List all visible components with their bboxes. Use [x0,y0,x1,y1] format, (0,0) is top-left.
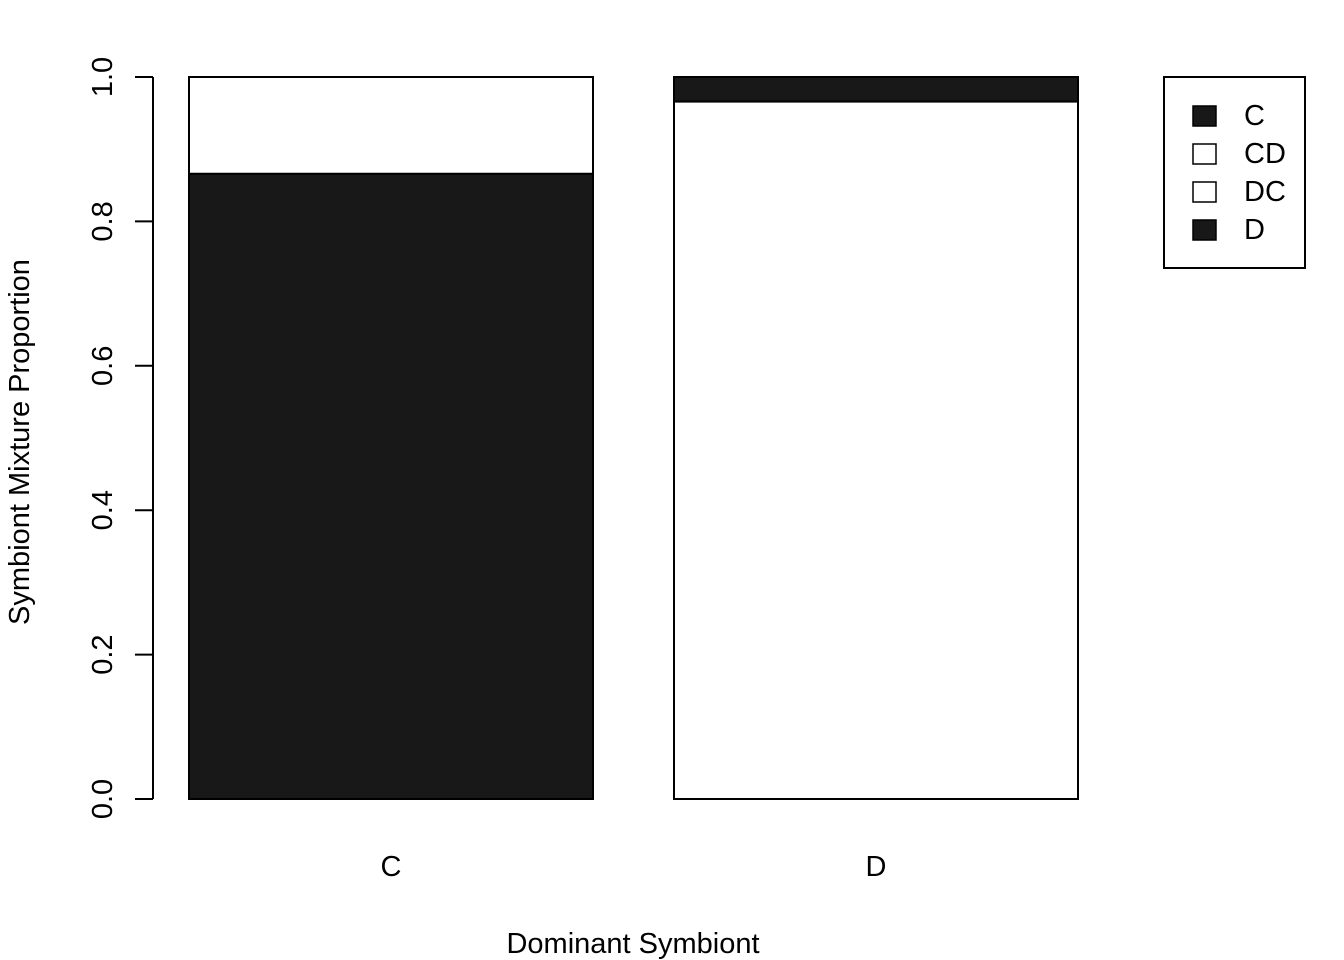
legend-label-c: C [1244,100,1265,132]
bar-segment-d-dc [673,100,1079,801]
y-tick-label: 0.2 [87,634,119,674]
bar-segment-d-d [673,76,1079,103]
legend: C CD DC D [1163,76,1306,269]
legend-label-cd: CD [1244,138,1286,170]
legend-label-dc: DC [1244,176,1286,208]
x-tick-label-c: C [381,851,402,883]
legend-box [1163,76,1306,269]
legend-swatch-d [1192,219,1217,241]
bar-segment-c-c [188,172,594,801]
bar-segment-c-cd [188,76,594,175]
y-tick-label: 0.6 [87,346,119,386]
legend-swatch-c [1192,105,1217,127]
x-axis-title: Dominant Symbiont [506,928,759,960]
legend-swatch-dc [1192,181,1217,203]
y-tick-label: 1.0 [87,57,119,97]
y-tick-label: 0.0 [87,779,119,819]
bars-group [188,76,1079,801]
legend-swatch-cd [1192,143,1217,165]
x-tick-label-d: D [866,851,887,883]
legend-label-d: D [1244,214,1265,246]
y-tick-label: 0.8 [87,201,119,241]
y-tick-label: 0.4 [87,490,119,530]
y-ticks: 0.0 0.2 0.4 0.6 0.8 1.0 [87,57,153,819]
y-axis: 0.0 0.2 0.4 0.6 0.8 1.0 [87,57,154,819]
y-axis-title: Symbiont Mixture Proportion [4,259,36,625]
